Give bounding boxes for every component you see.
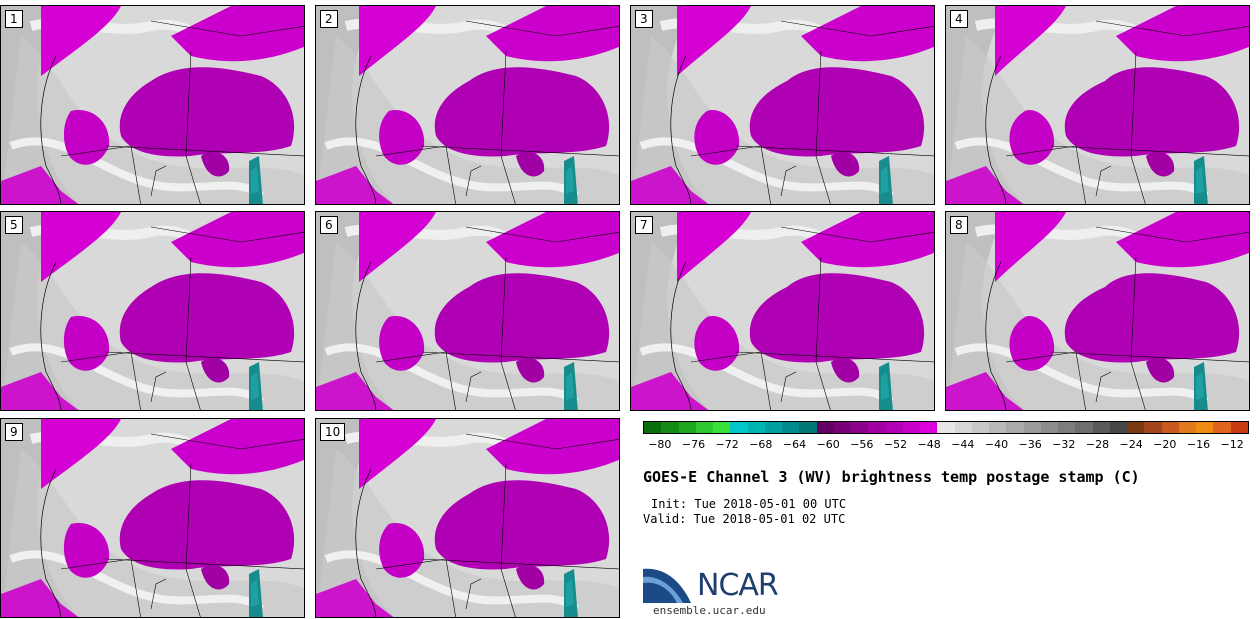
map-image: [631, 6, 934, 204]
map-image: [946, 6, 1249, 204]
colorbar-segment: [1006, 422, 1024, 433]
colorbar-segment: [678, 422, 696, 433]
plot-title: GOES-E Channel 3 (WV) brightness temp po…: [643, 468, 1140, 486]
forecast-panel: 8: [945, 211, 1250, 411]
colorbar-tick-label: −12: [1220, 438, 1244, 451]
logo-text: NCAR: [697, 568, 779, 603]
logo-url: ensemble.ucar.edu: [653, 604, 766, 617]
map-image: [1, 212, 304, 410]
colorbar-segment: [920, 422, 938, 433]
colorbar-segment: [695, 422, 713, 433]
init-time: Init: Tue 2018-05-01 00 UTC: [651, 497, 847, 511]
colorbar-segment: [713, 422, 731, 433]
colorbar-tick-label: −52: [883, 438, 908, 451]
colorbar-segment: [1178, 422, 1196, 433]
forecast-panel: 1: [0, 5, 305, 205]
forecast-panel: 10: [315, 418, 620, 618]
colorbar-segment: [885, 422, 903, 433]
panel-number: 4: [950, 10, 968, 28]
colorbar-tick-label: −24: [1119, 438, 1143, 451]
map-image: [316, 419, 619, 617]
valid-time: Valid: Tue 2018-05-01 02 UTC: [643, 512, 846, 526]
colorbar-segment: [1092, 422, 1110, 433]
forecast-panel: 6: [315, 211, 620, 411]
panel-number: 3: [635, 10, 653, 28]
colorbar-segment: [971, 422, 989, 433]
colorbar-segment: [1075, 422, 1093, 433]
map-image: [1, 6, 304, 204]
colorbar-ticks: −80 −76 −72 −68 −64 −60 −56 −52 −48 −44 −40 −36 −32−…: [643, 438, 1249, 454]
colorbar-segment: [799, 422, 817, 433]
forecast-panel: 4: [945, 5, 1250, 205]
colorbar-segment: [989, 422, 1007, 433]
ncar-logo-icon: [643, 568, 691, 603]
colorbar-segment: [1127, 422, 1145, 433]
panel-number: 1: [5, 10, 23, 28]
forecast-panel: 9: [0, 418, 305, 618]
colorbar: [643, 421, 1249, 434]
panel-number: 6: [320, 216, 338, 234]
colorbar-segment: [661, 422, 679, 433]
colorbar-tick-label: −40: [984, 438, 1009, 451]
panel-number: 9: [5, 423, 23, 441]
colorbar-segment: [1058, 422, 1076, 433]
colorbar-tick-label: −28: [1085, 438, 1110, 451]
forecast-panel: 3: [630, 5, 935, 205]
colorbar-segment: [868, 422, 886, 433]
map-image: [631, 212, 934, 410]
colorbar-segment: [1161, 422, 1179, 433]
colorbar-segment: [1023, 422, 1041, 433]
map-image: [316, 212, 619, 410]
panel-number: 5: [5, 216, 23, 234]
map-image: [946, 212, 1249, 410]
colorbar-segment: [1144, 422, 1162, 433]
colorbar-tick-label: −64: [782, 438, 807, 451]
colorbar-segment: [833, 422, 851, 433]
colorbar-segment: [937, 422, 955, 433]
colorbar-segment: [644, 422, 662, 433]
forecast-panel: 5: [0, 211, 305, 411]
map-image: [1, 419, 304, 617]
colorbar-segment: [747, 422, 765, 433]
colorbar-tick-label: −20: [1153, 438, 1177, 451]
forecast-panel: 7: [630, 211, 935, 411]
colorbar-segment: [1196, 422, 1214, 433]
colorbar-segment: [1213, 422, 1231, 433]
colorbar-segment: [954, 422, 972, 433]
colorbar-segment: [764, 422, 782, 433]
colorbar-segment: [782, 422, 800, 433]
colorbar-tick-label: −44: [951, 438, 975, 451]
colorbar-segment: [1040, 422, 1058, 433]
forecast-panel: 2: [315, 5, 620, 205]
colorbar-tick-label: −68: [749, 438, 773, 451]
colorbar-segment: [1109, 422, 1127, 433]
colorbar-tick-label: −56: [850, 438, 874, 451]
panel-number: 8: [950, 216, 968, 234]
panel-number: 2: [320, 10, 338, 28]
colorbar-tick-label: −36: [1018, 438, 1042, 451]
panel-number: 7: [635, 216, 653, 234]
colorbar-tick-label: −48: [917, 438, 941, 451]
colorbar-segment: [902, 422, 920, 433]
colorbar-segment: [730, 422, 748, 433]
colorbar-tick-label: −60: [816, 438, 840, 451]
colorbar-segment: [1230, 422, 1248, 433]
colorbar-tick-label: −32: [1052, 438, 1076, 451]
colorbar-tick-label: −76: [681, 438, 706, 451]
map-image: [316, 6, 619, 204]
colorbar-segment: [816, 422, 834, 433]
colorbar-tick-label: −80: [648, 438, 672, 451]
panel-number: 10: [320, 423, 346, 441]
colorbar-segment: [851, 422, 869, 433]
colorbar-tick-label: −16: [1186, 438, 1211, 451]
colorbar-tick-label: −72: [715, 438, 739, 451]
